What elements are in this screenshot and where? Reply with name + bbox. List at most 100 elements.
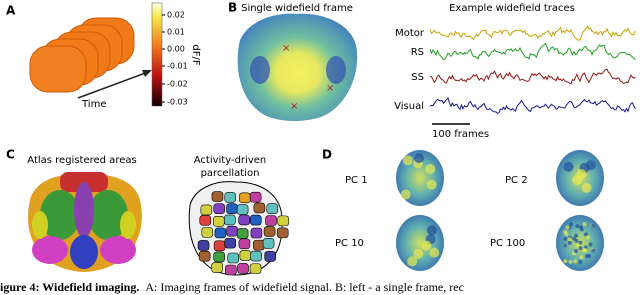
pc-speckle [572, 175, 583, 186]
pc-speckle [578, 225, 583, 230]
pc-speckle [565, 225, 570, 230]
pc-speckle [588, 242, 593, 247]
parcel [239, 250, 252, 261]
blob [250, 56, 270, 84]
colorbar-label: dF/F [190, 44, 201, 65]
parcellation-title: Activity-driven [194, 155, 266, 166]
panel-b: B Single widefield frame × × × Example w… [228, 1, 636, 140]
parcel [197, 240, 210, 251]
parcel [250, 250, 262, 262]
pc-speckle [578, 240, 583, 245]
panel-c: C Atlas registered areas Activity-driven… [6, 148, 290, 276]
colorbar-tick-label: -0.02 [167, 80, 188, 89]
colorbar-tick-label: 0.02 [167, 11, 185, 20]
parcel [198, 250, 211, 262]
atlas-title: Atlas registered areas [27, 155, 136, 166]
pc-speckle [563, 161, 574, 172]
widefield-frame [237, 13, 358, 121]
pc-speckle [421, 240, 432, 251]
parcel [225, 264, 237, 276]
parcel [249, 214, 262, 226]
pc-speckle [563, 236, 568, 241]
trace-label: Visual [394, 101, 424, 112]
pc-speckle [568, 259, 573, 264]
panel-label: D [322, 148, 332, 162]
traces-title: Example widefield traces [449, 3, 575, 14]
pc-speckle [402, 155, 413, 166]
parcel [200, 204, 213, 216]
parcel [226, 225, 238, 237]
pc-speckle [400, 189, 411, 200]
parcel [201, 227, 214, 238]
caption-text: A: Imaging frames of widefield signal. B… [145, 280, 464, 294]
parcel [224, 214, 236, 226]
parcel [263, 226, 276, 237]
parcel [265, 215, 277, 226]
parcel [227, 252, 240, 264]
parcel [266, 203, 279, 215]
pc-speckle [426, 225, 437, 236]
blob [326, 56, 346, 84]
parcel [276, 227, 289, 239]
time-arrow [77, 71, 149, 99]
pc-speckle [573, 259, 578, 264]
colorbar-tick-label: 0.01 [167, 28, 185, 37]
trace [429, 25, 636, 41]
colorbar-tick-label: -0.03 [167, 98, 188, 107]
parcel [226, 203, 238, 215]
frame-title: Single widefield frame [241, 3, 353, 14]
parcel [211, 191, 224, 202]
trace-label: Motor [395, 28, 425, 39]
parcel [238, 238, 251, 250]
time-label: Time [81, 99, 106, 110]
trace-label: RS [411, 47, 424, 58]
colorbar [151, 2, 163, 107]
trace [429, 42, 636, 60]
pc-speckle [591, 248, 596, 253]
pc-speckle [413, 153, 424, 164]
pc-map [396, 215, 444, 271]
pc-label: PC 10 [335, 238, 364, 249]
colorbar-tick-label: 0.00 [167, 45, 185, 54]
parcel [236, 204, 249, 215]
parcel [249, 191, 262, 203]
pc-speckle [567, 240, 572, 245]
parcel [253, 202, 266, 214]
pc-speckle [582, 248, 587, 253]
atlas [28, 172, 142, 272]
parcel [236, 228, 249, 239]
pc-speckle [585, 160, 596, 171]
pc-speckle [426, 179, 437, 190]
parcel [211, 262, 223, 273]
pc-speckle [425, 164, 436, 175]
parcel [224, 192, 237, 203]
scale-label: 100 frames [432, 129, 489, 140]
pc-speckle [584, 232, 589, 237]
trace [429, 97, 636, 115]
colorbar-tick-label: -0.01 [167, 62, 188, 71]
pc-speckle [563, 243, 568, 248]
pc-speckle [578, 246, 583, 251]
pc-speckle [575, 224, 580, 229]
pc-speckle [585, 254, 590, 259]
frame-stack [29, 17, 135, 93]
pc-speckle [567, 237, 572, 242]
parcel [249, 263, 262, 274]
pc-speckle [581, 183, 592, 194]
pc-speckle [413, 248, 424, 259]
parcel [213, 203, 226, 215]
pc-speckle [578, 259, 583, 264]
pc-speckle [407, 256, 418, 267]
pc-speckle [563, 259, 568, 264]
pc-speckle [429, 247, 440, 258]
panel-d: D PC 1 PC 2 PC 10 PC 100 [322, 148, 604, 271]
arrow-head [142, 70, 152, 77]
parcel [238, 214, 250, 226]
trace [430, 68, 636, 85]
pc-label: PC 1 [345, 175, 368, 186]
pc-label: PC 2 [505, 175, 528, 186]
pc-speckle [582, 222, 587, 227]
parcel [239, 192, 251, 204]
pc-speckle [569, 222, 574, 227]
